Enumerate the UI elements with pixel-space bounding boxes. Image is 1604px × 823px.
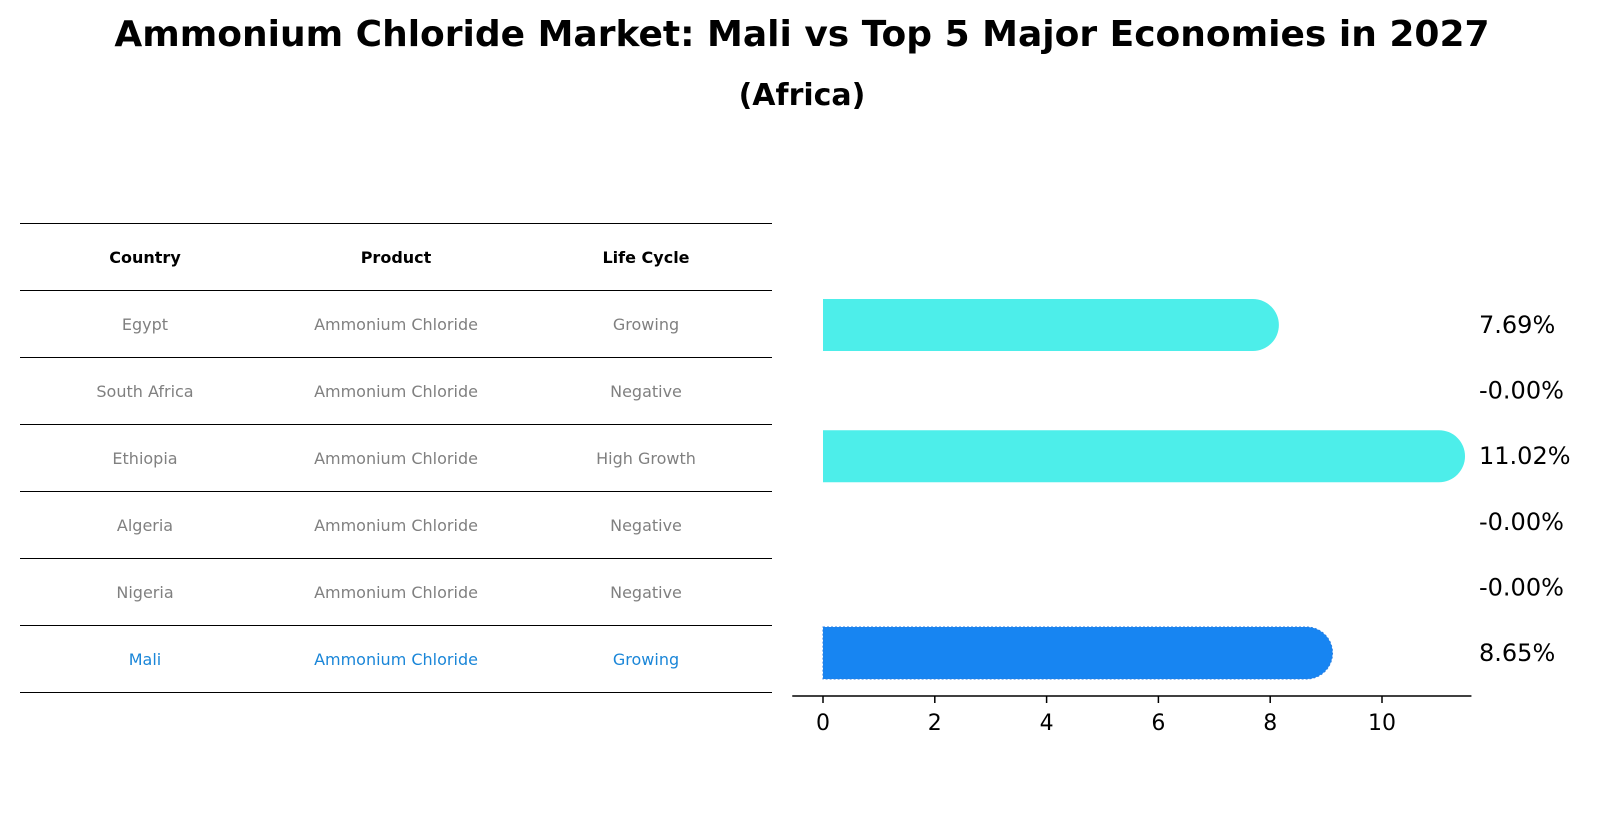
table-row: South Africa Ammonium Chloride Negative bbox=[20, 357, 772, 424]
cell-product: Ammonium Chloride bbox=[314, 649, 478, 669]
value-label-south-africa: -0.00% bbox=[1479, 377, 1564, 405]
cell-life-cycle: Negative bbox=[610, 381, 682, 401]
bar-ethiopia bbox=[823, 430, 1466, 483]
data-table: Country Product Life Cycle Egypt Ammoniu… bbox=[20, 223, 772, 693]
table-row: Ethiopia Ammonium Chloride High Growth bbox=[20, 424, 772, 491]
table-row: Algeria Ammonium Chloride Negative bbox=[20, 491, 772, 558]
cell-product: Ammonium Chloride bbox=[314, 515, 478, 535]
chart-subtitle: (Africa) bbox=[738, 78, 866, 113]
cell-product: Ammonium Chloride bbox=[314, 582, 478, 602]
cell-country: Nigeria bbox=[116, 582, 174, 602]
cell-product: Ammonium Chloride bbox=[314, 314, 478, 334]
header-life-cycle: Life Cycle bbox=[602, 247, 690, 267]
cell-country: Egypt bbox=[121, 314, 169, 334]
x-tick-label: 8 bbox=[1263, 711, 1277, 736]
x-tick-label: 10 bbox=[1368, 711, 1396, 736]
chart-title: Ammonium Chloride Market: Mali vs Top 5 … bbox=[114, 14, 1490, 55]
cell-country: Ethiopia bbox=[112, 448, 178, 468]
cell-life-cycle: Negative bbox=[610, 582, 682, 602]
x-tick-label: 6 bbox=[1151, 711, 1165, 736]
value-label-nigeria: -0.00% bbox=[1479, 573, 1564, 601]
cell-product: Ammonium Chloride bbox=[314, 381, 478, 401]
bar-egypt bbox=[823, 299, 1279, 351]
header-country: Country bbox=[109, 247, 181, 267]
cell-country: Algeria bbox=[116, 515, 174, 535]
value-label-mali: 8.65% bbox=[1479, 639, 1555, 667]
cell-product: Ammonium Chloride bbox=[314, 448, 478, 468]
table-row: Egypt Ammonium Chloride Growing bbox=[20, 290, 772, 357]
x-tick-label: 4 bbox=[1040, 711, 1054, 736]
table-row: Nigeria Ammonium Chloride Negative bbox=[20, 558, 772, 625]
x-tick-label: 0 bbox=[816, 711, 830, 736]
x-tick-label: 2 bbox=[928, 711, 942, 736]
cell-life-cycle: Growing bbox=[612, 314, 680, 334]
value-label-ethiopia: 11.02% bbox=[1479, 442, 1571, 470]
cell-life-cycle: Growing bbox=[612, 649, 680, 669]
value-label-egypt: 7.69% bbox=[1479, 311, 1555, 339]
bar-mali bbox=[822, 626, 1334, 680]
table-row-highlight: Mali Ammonium Chloride Growing bbox=[20, 625, 772, 693]
table-header-row: Country Product Life Cycle bbox=[20, 223, 772, 290]
cell-life-cycle: Negative bbox=[610, 515, 682, 535]
header-product: Product bbox=[360, 247, 432, 267]
cell-life-cycle: High Growth bbox=[596, 448, 696, 468]
value-label-algeria: -0.00% bbox=[1479, 508, 1564, 536]
cell-country: Mali bbox=[128, 649, 162, 669]
cell-country: South Africa bbox=[96, 381, 194, 401]
